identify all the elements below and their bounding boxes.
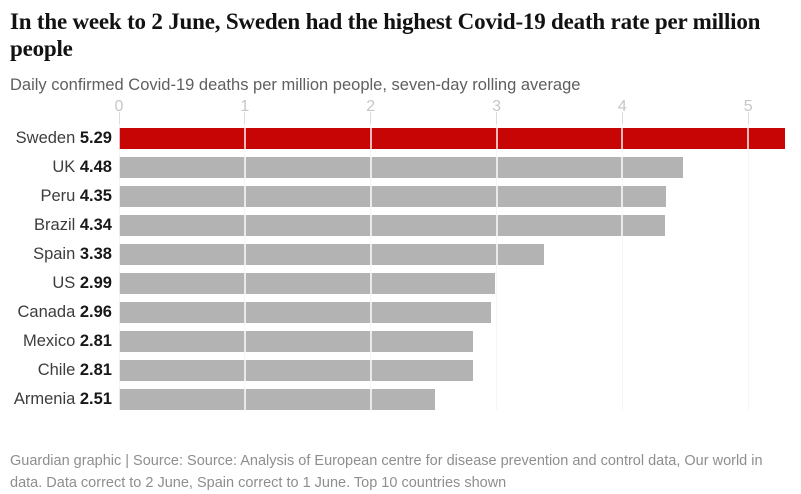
- x-tick-label: 2: [366, 98, 376, 115]
- category-label: Peru 4.35: [10, 187, 119, 206]
- bar-track: [119, 331, 791, 352]
- country-name: Spain: [33, 245, 80, 263]
- category-label: Brazil 4.34: [10, 216, 119, 235]
- category-label: Mexico 2.81: [10, 332, 119, 351]
- bar-track: [119, 128, 791, 149]
- bar-row: Mexico 2.81: [10, 327, 791, 356]
- bar-row: Armenia 2.51: [10, 385, 791, 414]
- bar-rows: Sweden 5.29 UK 4.48 Peru 4.35 Brazil 4.34 Sp…: [10, 124, 791, 414]
- country-name: Sweden: [15, 129, 80, 147]
- bar-track: [119, 360, 791, 381]
- country-value: 2.81: [79, 332, 112, 350]
- bar: [119, 215, 666, 236]
- country-name: Mexico: [23, 332, 80, 350]
- x-tick-label: 5: [743, 98, 753, 115]
- bar: [119, 331, 473, 352]
- bar-track: [119, 302, 791, 323]
- bar: [119, 244, 545, 265]
- country-value: 3.38: [79, 245, 112, 263]
- country-value: 4.48: [79, 158, 112, 176]
- x-axis: 0 1 2 3 4 5: [115, 95, 791, 115]
- bar-track: [119, 273, 791, 294]
- chart-title: In the week to 2 June, Sweden had the hi…: [10, 9, 761, 61]
- bar-row: US 2.99: [10, 269, 791, 298]
- country-name: UK: [52, 158, 80, 176]
- bar: [119, 157, 683, 178]
- category-label: UK 4.48: [10, 158, 119, 177]
- bar-track: [119, 389, 791, 410]
- source-note: Guardian graphic | Source: Source: Analy…: [10, 453, 763, 491]
- bar-row: Brazil 4.34: [10, 211, 791, 240]
- bar-highlight: [119, 128, 785, 149]
- country-value: 4.35: [79, 187, 112, 205]
- country-value: 2.51: [79, 390, 112, 408]
- bar-row: Sweden 5.29: [10, 124, 791, 153]
- bar-track: [119, 215, 791, 236]
- bar-row: Canada 2.96: [10, 298, 791, 327]
- bar: [119, 389, 435, 410]
- category-label: US 2.99: [10, 274, 119, 293]
- bar-row: Spain 3.38: [10, 240, 791, 269]
- category-label: Canada 2.96: [10, 303, 119, 322]
- country-value: 2.96: [79, 303, 112, 321]
- category-label: Sweden 5.29: [10, 129, 119, 148]
- x-tick-label: 4: [617, 98, 627, 115]
- bar-chart: 0 1 2 3 4 5 Sweden 5.29 UK 4.48 Peru 4.35 Brazil…: [10, 95, 791, 414]
- chart-subtitle: Daily confirmed Covid-19 deaths per mill…: [10, 76, 581, 94]
- category-label: Armenia 2.51: [10, 390, 119, 409]
- country-name: Peru: [40, 187, 80, 205]
- x-tick-label: 3: [492, 98, 501, 115]
- x-tick-label: 0: [114, 98, 124, 115]
- x-tick-label: 1: [240, 98, 250, 115]
- country-value: 2.81: [79, 361, 112, 379]
- bar-row: UK 4.48: [10, 153, 791, 182]
- bar-row: Chile 2.81: [10, 356, 791, 385]
- bar: [119, 360, 473, 381]
- bar: [119, 273, 496, 294]
- country-value: 4.34: [79, 216, 112, 234]
- country-value: 2.99: [79, 274, 112, 292]
- bar-track: [119, 186, 791, 207]
- country-name: Chile: [37, 361, 80, 379]
- bar-track: [119, 244, 791, 265]
- category-label: Spain 3.38: [10, 245, 119, 264]
- bar-track: [119, 157, 791, 178]
- country-value: 5.29: [79, 129, 112, 147]
- bar: [119, 186, 667, 207]
- country-name: Armenia: [13, 390, 80, 408]
- bar-row: Peru 4.35: [10, 182, 791, 211]
- country-name: Canada: [17, 303, 80, 321]
- bar: [119, 302, 492, 323]
- category-label: Chile 2.81: [10, 361, 119, 380]
- country-name: Brazil: [34, 216, 80, 234]
- country-name: US: [52, 274, 80, 292]
